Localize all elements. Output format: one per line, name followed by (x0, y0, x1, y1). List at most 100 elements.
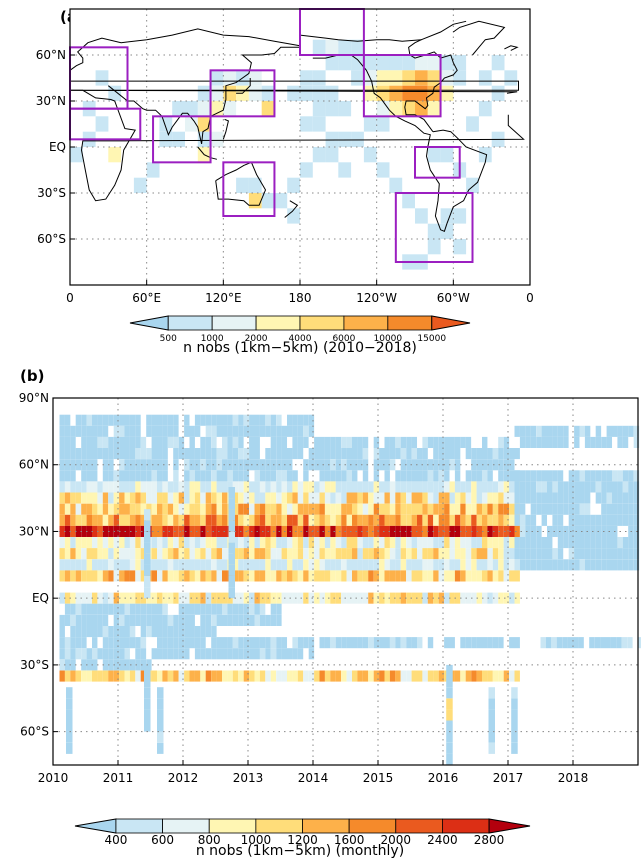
time-lat-cell (86, 548, 93, 560)
time-lat-cell (222, 414, 228, 426)
time-lat-cell (178, 614, 185, 626)
time-lat-cell (492, 448, 499, 460)
time-lat-cell (373, 448, 380, 460)
time-lat-cell (411, 637, 418, 649)
time-lat-cell (227, 436, 233, 448)
time-lat-cell (384, 503, 390, 515)
time-lat-cell (427, 481, 434, 493)
map-cell (108, 85, 122, 101)
time-lat-cell (200, 492, 206, 504)
time-lat-cell (476, 470, 483, 482)
time-lat-cell (140, 570, 147, 582)
time-lat-cell (86, 614, 93, 626)
time-lat-cell (157, 648, 163, 660)
panel-a-data-cells (70, 39, 518, 270)
time-lat-cell (449, 537, 455, 549)
time-lat-cell (70, 548, 76, 560)
map-cell (338, 39, 352, 55)
time-lat-cell (395, 503, 401, 515)
time-lat-cell (70, 459, 76, 471)
time-lat-cell (395, 481, 401, 493)
time-lat-cell (66, 742, 73, 754)
map-cell (325, 101, 339, 117)
time-lat-cell (119, 570, 125, 582)
time-lat-cell (362, 503, 369, 515)
time-lat-cell (384, 592, 390, 604)
colorbar-segment (162, 818, 210, 834)
time-lat-cell (238, 481, 244, 493)
time-lat-cell (276, 537, 282, 549)
time-lat-cell (454, 459, 461, 471)
map-cell (376, 162, 390, 178)
time-lat-cell (222, 448, 228, 460)
time-lat-cell (438, 459, 445, 471)
time-lat-cell (59, 548, 65, 560)
time-lat-cell (184, 537, 190, 549)
time-lat-cell (97, 425, 103, 437)
time-lat-cell (492, 503, 499, 515)
time-lat-cell (184, 481, 190, 493)
map-cell (402, 70, 415, 86)
colorbar-level-label: 1000 (241, 833, 272, 847)
time-lat-cell (368, 559, 374, 571)
time-lat-cell (227, 614, 233, 626)
time-lat-cell (319, 537, 325, 549)
time-lat-cell (216, 425, 223, 437)
time-lat-cell (379, 525, 385, 537)
time-lat-cell (157, 670, 163, 682)
time-lat-cell (281, 559, 288, 571)
time-lat-cell (498, 459, 504, 471)
time-lat-cell (362, 637, 369, 649)
time-lat-cell (75, 481, 82, 493)
time-lat-cell (612, 514, 618, 526)
time-lat-cell (292, 481, 298, 493)
time-lat-cell (503, 470, 510, 482)
time-lat-cell (427, 525, 434, 537)
time-lat-cell (200, 548, 206, 560)
time-lat-cell (427, 670, 434, 682)
time-lat-cell (66, 720, 73, 732)
time-lat-cell (330, 459, 336, 471)
time-lat-cell (487, 548, 493, 560)
time-lat-cell (519, 425, 526, 437)
time-lat-cell (92, 603, 98, 615)
time-lat-cell (108, 459, 114, 471)
time-lat-cell (303, 436, 309, 448)
x-tick-label: 2014 (298, 771, 329, 785)
time-lat-cell (492, 670, 499, 682)
time-lat-cell (232, 548, 239, 560)
map-cell (415, 85, 428, 101)
time-lat-cell (113, 503, 120, 515)
colorbar-level-label: 800 (198, 833, 221, 847)
time-lat-cell (427, 503, 434, 515)
time-lat-cell (173, 436, 179, 448)
time-lat-cell (324, 548, 331, 560)
time-lat-cell (498, 481, 504, 493)
time-lat-cell (449, 514, 455, 526)
time-lat-cell (194, 592, 201, 604)
x-tick-label: 180 (289, 291, 312, 305)
time-lat-cell (259, 481, 266, 493)
time-lat-cell (184, 648, 190, 660)
time-lat-cell (503, 459, 510, 471)
time-lat-cell (178, 637, 185, 649)
map-cell (427, 223, 441, 239)
time-lat-cell (487, 592, 493, 604)
time-lat-cell (189, 548, 195, 560)
time-lat-cell (384, 470, 390, 482)
time-lat-cell (200, 514, 206, 526)
time-lat-cell (144, 575, 151, 587)
time-lat-cell (324, 592, 331, 604)
time-lat-cell (547, 537, 553, 549)
time-lat-cell (119, 514, 125, 526)
time-lat-cell (64, 592, 71, 604)
time-lat-cell (584, 481, 591, 493)
time-lat-cell (64, 492, 71, 504)
time-lat-cell (610, 637, 617, 649)
time-lat-cell (232, 648, 239, 660)
time-lat-cell (536, 548, 542, 560)
time-lat-cell (92, 414, 98, 426)
time-lat-cell (422, 492, 428, 504)
time-lat-cell (308, 459, 315, 471)
time-lat-cell (276, 414, 282, 426)
